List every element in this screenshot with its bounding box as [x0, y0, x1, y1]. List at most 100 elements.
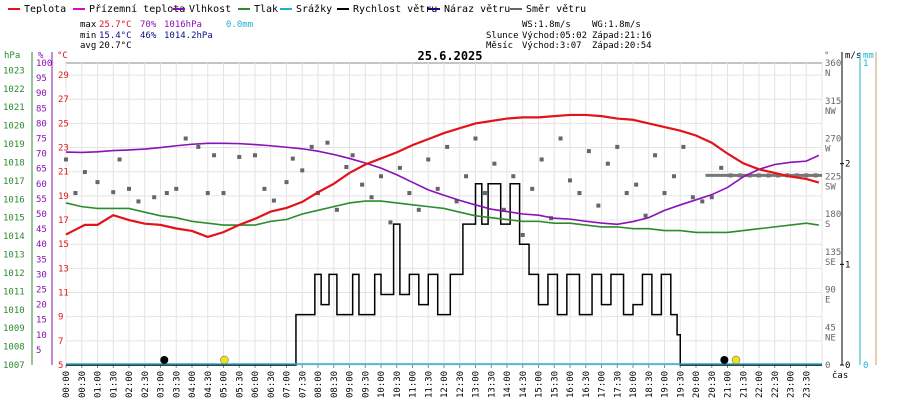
dir-tick: 360: [825, 59, 841, 69]
x-tick-label: 16:30: [582, 371, 592, 398]
hpa-tick: 1009: [3, 324, 25, 334]
dir-name-tick: SE: [825, 258, 836, 268]
unit-ms: m/s: [845, 51, 861, 61]
dir-tick: 180: [825, 210, 841, 220]
dir-name-tick: N: [825, 69, 830, 79]
x-tick-label: 04:30: [204, 371, 214, 398]
plot-area: [64, 113, 822, 366]
pct-tick: 10: [36, 331, 47, 341]
wind-direction-point: [174, 186, 179, 191]
ms-tick: 0: [845, 361, 850, 371]
x-tick-label: 03:00: [157, 371, 167, 398]
pct-tick: 50: [36, 210, 47, 220]
wind-direction-point: [690, 195, 695, 200]
x-tick-label: 05:00: [220, 371, 230, 398]
dir-tick: 0: [825, 361, 830, 371]
wind-direction-point: [653, 153, 658, 158]
wind-direction-point: [300, 168, 305, 173]
wind-direction-point: [164, 191, 169, 196]
pct-tick: 5: [36, 346, 41, 356]
wind-direction-point: [501, 207, 506, 212]
wind-direction-point: [634, 182, 639, 187]
dir-name-tick: NW: [825, 107, 836, 117]
x-tick-label: 20:30: [708, 371, 718, 398]
wind-direction-point: [539, 157, 544, 162]
wind-direction-point: [290, 156, 295, 161]
x-tick-label: 01:00: [94, 371, 104, 398]
hpa-tick: 1015: [3, 214, 25, 224]
temp-tick: 11: [58, 289, 69, 299]
chart-title: 25.6.2025: [417, 49, 482, 63]
wind-direction-point: [237, 154, 242, 159]
sunset: Západ:21:16: [592, 31, 652, 41]
pct-tick: 30: [36, 270, 47, 280]
wind-direction-point: [111, 190, 116, 195]
temp-tick: 7: [58, 337, 63, 347]
wind-direction-point: [615, 144, 620, 149]
stats: max 25.7°C 70% 1016hPa 0.0mm min 15.4°C …: [80, 20, 253, 51]
pct-tick: 85: [36, 104, 47, 114]
unit-mm: mm: [863, 51, 874, 61]
wind-direction-point: [643, 213, 648, 218]
temp-tick: 5: [58, 361, 63, 371]
hpa-tick: 1019: [3, 140, 25, 150]
wind-direction-point: [309, 144, 314, 149]
moonset: Západ:20:54: [592, 41, 652, 51]
pct-tick: 20: [36, 301, 47, 311]
stats-max-temp: 25.7°C: [99, 20, 132, 30]
x-tick-label: 07:00: [283, 371, 293, 398]
wind-speed-line: [66, 183, 822, 366]
pct-tick: 45: [36, 225, 47, 235]
wind-direction-point: [577, 191, 582, 196]
ms-tick: 1: [845, 260, 850, 270]
x-axis-label: čas: [832, 370, 848, 381]
legend-temp: Teplota: [24, 4, 66, 15]
x-tick-label: 14:30: [519, 371, 529, 398]
pct-tick: 15: [36, 316, 47, 326]
dir-name-tick: SW: [825, 182, 836, 192]
hpa-tick: 1017: [3, 177, 25, 187]
wind-direction-point: [719, 165, 724, 170]
x-tick-label: 10:30: [393, 371, 403, 398]
pct-tick: 95: [36, 74, 47, 84]
pct-tick: 60: [36, 180, 47, 190]
legend-feels: Přízemní teplota: [89, 3, 185, 15]
x-tick-label: 20:00: [692, 371, 702, 398]
wind-direction-point: [334, 207, 339, 212]
dir-name-tick: S: [825, 220, 830, 230]
unit-temp: °C: [57, 51, 68, 61]
unit-dir: °: [824, 51, 829, 61]
wind-direction-point: [671, 174, 676, 179]
wind-direction-point: [464, 174, 469, 179]
wind-direction-point: [596, 203, 601, 208]
wind-direction-point: [662, 191, 667, 196]
moon-label: Měsíc: [486, 41, 513, 51]
x-tick-label: 13:30: [487, 371, 497, 398]
wind-direction-point: [183, 136, 188, 141]
temp-tick: 9: [58, 313, 63, 323]
x-tick-label: 06:00: [251, 371, 261, 398]
temp-tick: 23: [58, 144, 69, 154]
ms-tick: 2: [845, 160, 850, 170]
dir-name-tick: W: [825, 145, 831, 155]
pct-tick: 90: [36, 89, 47, 99]
wind-direction-point: [350, 153, 355, 158]
x-tick-label: 03:30: [172, 371, 182, 398]
wind-direction-point: [127, 186, 131, 191]
wind-direction-point: [426, 157, 431, 162]
wind-direction-point: [117, 157, 122, 162]
x-tick-label: 11:00: [409, 371, 419, 398]
temp-tick: 19: [58, 192, 69, 202]
wind-direction-point: [482, 191, 487, 196]
x-tick-label: 05:30: [235, 371, 245, 398]
wind-direction-point: [369, 195, 374, 200]
x-tick-label: 11:30: [424, 371, 434, 398]
x-tick-label: 09:30: [361, 371, 371, 398]
temp-tick: 27: [58, 95, 69, 105]
x-tick-label: 14:00: [503, 371, 513, 398]
stats-avg-temp: 20.7°C: [99, 41, 132, 51]
sunset-marker: [731, 355, 741, 365]
hpa-tick: 1007: [3, 361, 25, 371]
wind-direction-point: [379, 174, 383, 179]
legend-hum: Vlhkost: [189, 4, 231, 15]
